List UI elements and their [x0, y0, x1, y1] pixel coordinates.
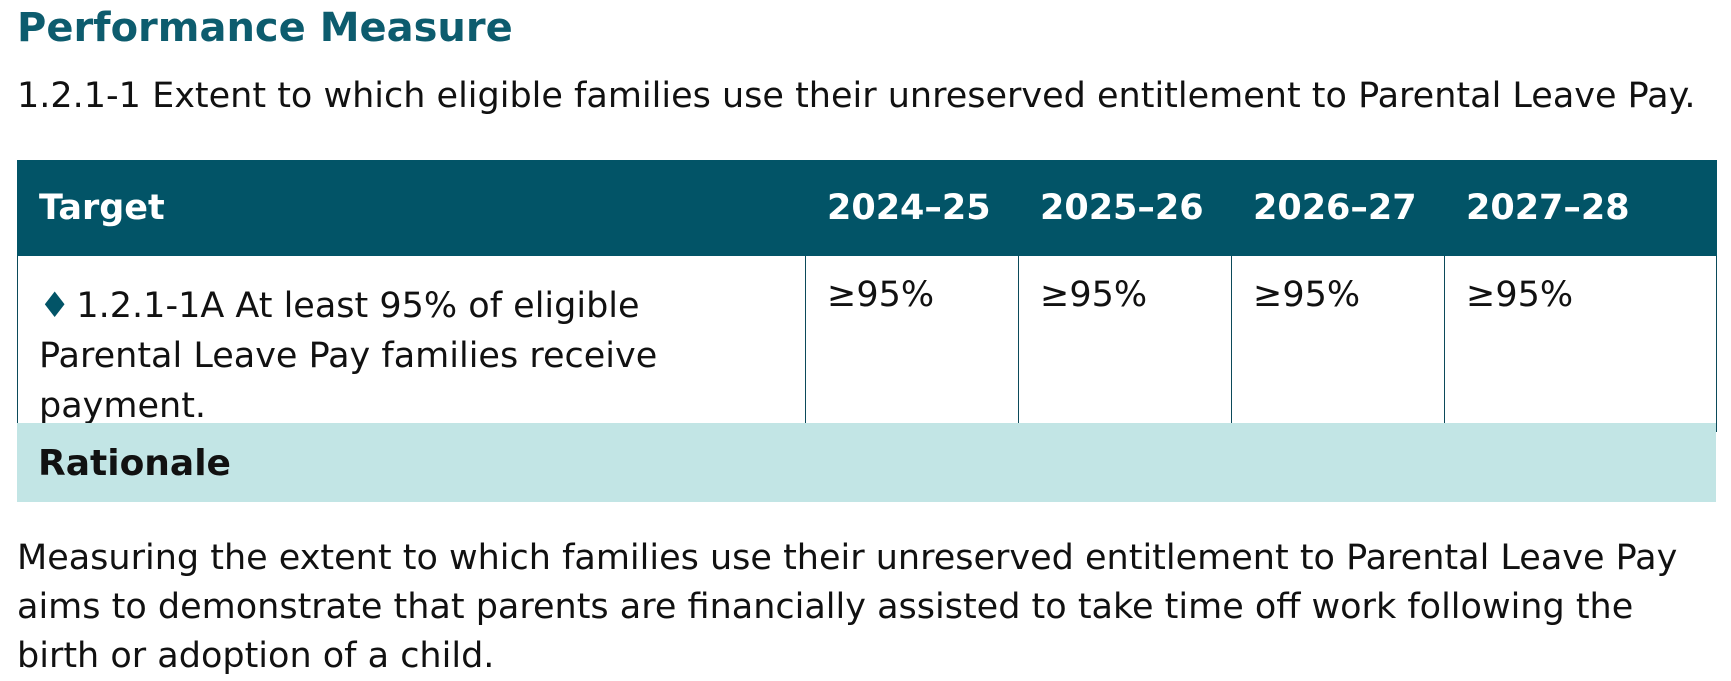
target-cell: ♦ 1.2.1-1A At least 95% of eligible Paren… [17, 255, 806, 432]
column-header-2026-27: 2026–27 [1231, 160, 1445, 256]
table-row: ♦ 1.2.1-1A At least 95% of eligible Paren… [17, 255, 1717, 432]
column-header-2025-26: 2025–26 [1018, 160, 1232, 256]
rationale-title: Rationale [38, 443, 231, 484]
target-text: 1.2.1-1A At least 95% of eligible Parent… [39, 286, 658, 426]
column-header-2024-25: 2024–25 [805, 160, 1019, 256]
value-cell-2025-26: ≥95% [1018, 255, 1232, 432]
targets-table: Target 2024–25 2025–26 2026–27 2027–28 ♦… [17, 160, 1717, 432]
diamond-bullet-icon: ♦ [39, 286, 71, 326]
value-cell-2026-27: ≥95% [1231, 255, 1445, 432]
table-header-row: Target 2024–25 2025–26 2026–27 2027–28 [17, 160, 1717, 256]
column-header-target: Target [17, 160, 806, 256]
section-heading: Performance Measure [17, 5, 513, 51]
measure-description: 1.2.1-1 Extent to which eligible familie… [17, 76, 1696, 116]
column-header-2027-28: 2027–28 [1444, 160, 1717, 256]
value-cell-2024-25: ≥95% [805, 255, 1019, 432]
value-cell-2027-28: ≥95% [1444, 255, 1717, 432]
rationale-body: Measuring the extent to which families u… [17, 538, 1678, 676]
rationale-header-bar: Rationale [17, 423, 1716, 502]
